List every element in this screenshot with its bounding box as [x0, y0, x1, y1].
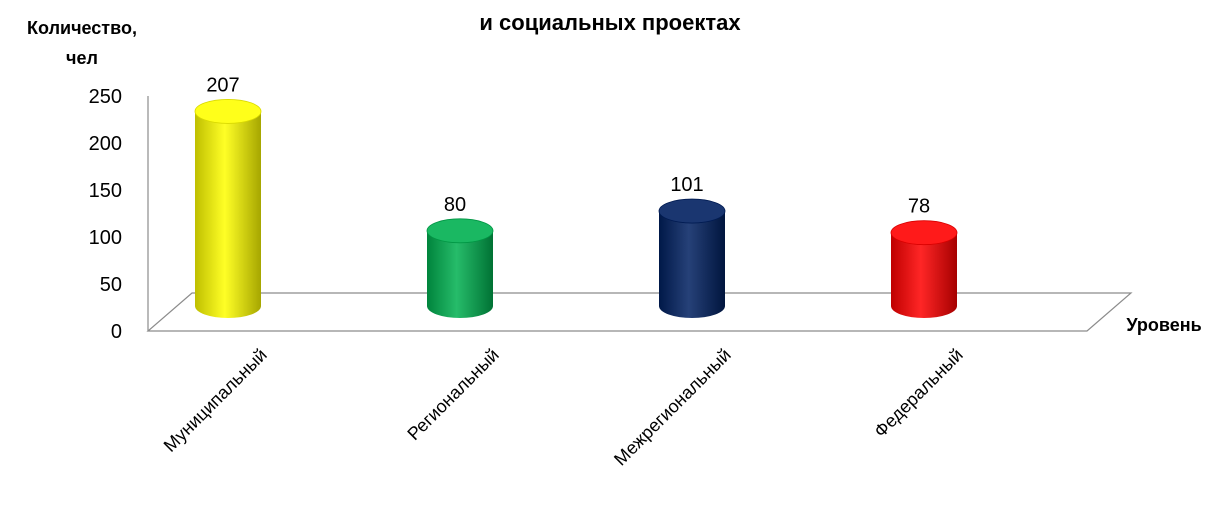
- x-axis: Муниципальный Региональный Межрегиональный…: [160, 345, 967, 470]
- bar-top: [658, 198, 726, 224]
- y-axis-title-line1: Количество,: [27, 18, 137, 38]
- bar-top: [426, 218, 494, 244]
- bar-body: [427, 230, 493, 318]
- y-tick-label: 50: [100, 274, 122, 296]
- category-label: Межрегиональный: [610, 345, 735, 470]
- y-axis-title-line2: чел: [66, 48, 98, 68]
- y-tick-label: 200: [89, 133, 122, 155]
- data-label: 101: [670, 174, 703, 196]
- bar-body: [659, 211, 725, 318]
- category-label: Федеральный: [870, 345, 967, 442]
- chart-title: и социальных проектах: [479, 10, 741, 35]
- bar: [890, 220, 958, 318]
- bar-body: [891, 232, 957, 318]
- data-label: 207: [206, 74, 239, 96]
- x-axis-title: Уровень: [1126, 315, 1201, 335]
- bar-top: [890, 220, 958, 246]
- y-tick-label: 150: [89, 180, 122, 202]
- data-label: 80: [444, 194, 466, 216]
- bar-top: [194, 99, 262, 124]
- y-tick-label: 100: [89, 227, 122, 249]
- y-tick-label: 0: [111, 321, 122, 343]
- bar: [658, 198, 726, 318]
- category-label: Муниципальный: [160, 345, 271, 456]
- bar-body: [195, 111, 261, 318]
- bars: [194, 99, 958, 318]
- floor-plane: [146, 292, 1133, 332]
- y-tick-label: 250: [89, 86, 122, 108]
- data-label: 78: [908, 196, 930, 218]
- data-labels: 207 80 101 78: [206, 74, 930, 217]
- plot-frame: [146, 96, 1133, 332]
- bar: [194, 99, 262, 318]
- category-label: Региональный: [403, 345, 502, 444]
- y-axis: 0 50 100 150 200 250: [89, 86, 122, 343]
- bar: [426, 218, 494, 318]
